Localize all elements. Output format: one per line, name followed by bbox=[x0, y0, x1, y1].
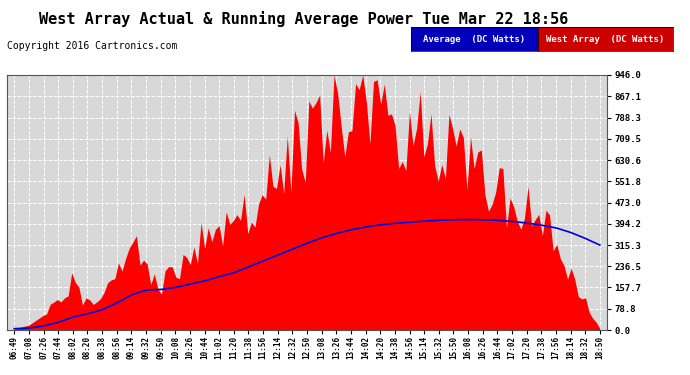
Text: West Array Actual & Running Average Power Tue Mar 22 18:56: West Array Actual & Running Average Powe… bbox=[39, 11, 569, 27]
Text: Average  (DC Watts): Average (DC Watts) bbox=[423, 34, 526, 44]
Text: Copyright 2016 Cartronics.com: Copyright 2016 Cartronics.com bbox=[7, 41, 177, 51]
Text: West Array  (DC Watts): West Array (DC Watts) bbox=[546, 34, 664, 44]
